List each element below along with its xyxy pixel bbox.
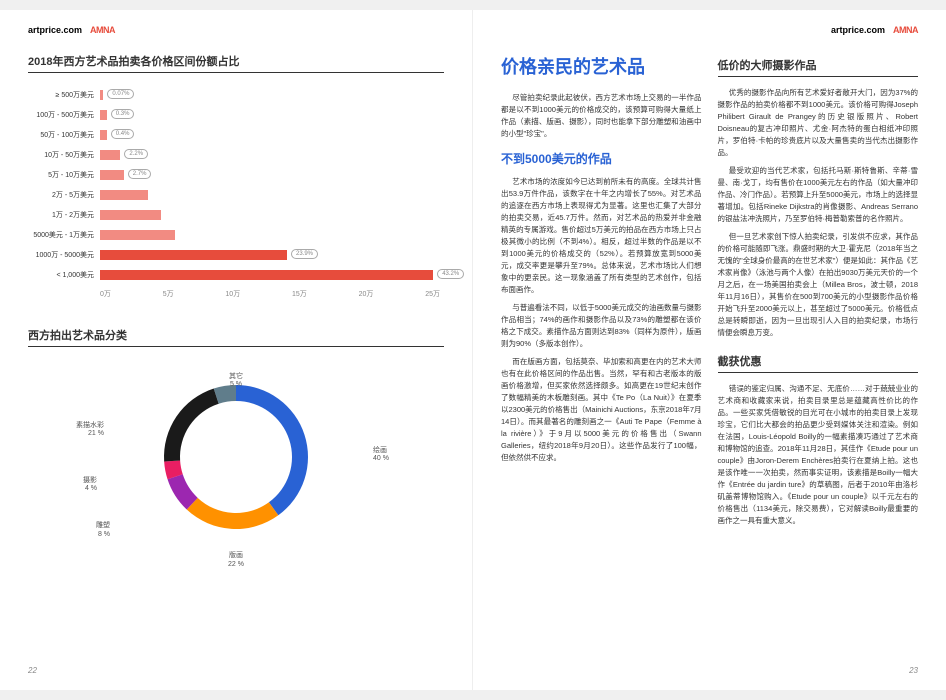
- bar-label: 5万 - 10万美元: [28, 170, 100, 180]
- bar-area: 0.3%: [100, 110, 444, 120]
- bar-badge: 2.2%: [124, 149, 148, 159]
- left-page: artprice.com AMNA 2018年西方艺术品拍卖各价格区间份额占比 …: [0, 10, 473, 690]
- bar-label: 100万 - 500万美元: [28, 110, 100, 120]
- p3: 与普遍看法不同，以低于5000美元成交的油画数量与摄影作品相当；74%的画作和摄…: [501, 302, 702, 350]
- bar: [100, 210, 161, 220]
- right-page: artprice.com AMNA 价格亲民的艺术品 尽管拍卖纪录此起彼伏，西方…: [473, 10, 946, 690]
- bar-badge: 0.07%: [107, 89, 134, 99]
- partner-logo: AMNA: [90, 25, 115, 35]
- bar: [100, 270, 433, 280]
- c2p1: 优秀的摄影作品向所有艺术爱好者敞开大门，因为37%的摄影作品的拍卖价格都不到10…: [718, 87, 919, 159]
- bar-row: 5万 - 10万美元 2.7%: [28, 165, 444, 185]
- bar-row: 2万 - 5万美元: [28, 185, 444, 205]
- header-left: artprice.com AMNA: [28, 25, 444, 35]
- bar-row: < 1,000美元43.2%: [28, 265, 444, 285]
- sub1: 不到5000美元的作品: [501, 150, 702, 170]
- lbl-qi: 其它5 %: [229, 373, 243, 390]
- bar: [100, 190, 148, 200]
- bar-label: 5000美元 - 1万美元: [28, 230, 100, 240]
- bar: [100, 150, 120, 160]
- bar-area: [100, 190, 444, 200]
- donut-slice: [236, 385, 308, 515]
- bar-label: ≥ 500万美元: [28, 90, 100, 100]
- c3-title: 截获优惠: [718, 353, 919, 373]
- page-num-right: 23: [909, 666, 918, 675]
- bar-badge: 2.7%: [128, 169, 152, 179]
- donut-slice: [187, 498, 279, 529]
- bar-area: 0.4%: [100, 130, 444, 140]
- bar-area: 2.7%: [100, 170, 444, 180]
- bar-badge: 43.2%: [437, 269, 464, 279]
- lbl-ban: 版画22 %: [228, 552, 244, 569]
- bar-row: 5000美元 - 1万美元: [28, 225, 444, 245]
- donut-chart: 其它5 % 绘画40 % 版画22 % 雕塑8 % 摄影4 % 素描水彩21 %: [28, 367, 444, 587]
- bar: [100, 110, 107, 120]
- bar: [100, 230, 175, 240]
- bar-label: 2万 - 5万美元: [28, 190, 100, 200]
- main-title: 价格亲民的艺术品: [501, 53, 702, 82]
- bar-area: 43.2%: [100, 270, 444, 280]
- bar-label: 1万 - 2万美元: [28, 210, 100, 220]
- bar-badge: 0.4%: [111, 129, 135, 139]
- bar-badge: 23.9%: [291, 249, 318, 259]
- bar-label: < 1,000美元: [28, 270, 100, 280]
- c3p1: 错误的鉴定归属、沟通不足、无底价……对于兢兢业业的艺术商和收藏家来说，拍卖目录里…: [718, 383, 919, 527]
- bar: [100, 90, 103, 100]
- bar-area: 23.9%: [100, 250, 444, 260]
- bar-row: 1000万 - 5000美元 23.9%: [28, 245, 444, 265]
- col-left: 价格亲民的艺术品 尽管拍卖纪录此起彼伏，西方艺术市场上交易的一半作品都是以不到1…: [501, 53, 702, 527]
- lbl-she: 摄影4 %: [83, 477, 97, 494]
- page-num-left: 22: [28, 666, 37, 675]
- bar-chart-title: 2018年西方艺术品拍卖各价格区间份额占比: [28, 53, 444, 73]
- bar: [100, 130, 107, 140]
- p2: 艺术市场的浓度如今已达到前所未有的高度。全球共计售出53.9万件作品，该数字在十…: [501, 176, 702, 296]
- bar-chart: ≥ 500万美元 0.07% 100万 - 500万美元 0.3% 50万 - 100万…: [28, 85, 444, 299]
- c2p3: 但一旦艺术家创下惊人拍卖纪录，引发供不应求，其作品的价格可能随即飞涨。鼎盛时期的…: [718, 231, 919, 339]
- lbl-su: 素描水彩21 %: [76, 422, 104, 439]
- bar-area: [100, 210, 444, 220]
- p4: 而在版画方面，包括莫奈、毕加索和高更在内的艺术大师也有在此价格区间的作品出售。当…: [501, 356, 702, 464]
- bar-row: 10万 - 50万美元 2.2%: [28, 145, 444, 165]
- bar-row: ≥ 500万美元 0.07%: [28, 85, 444, 105]
- bar: [100, 250, 287, 260]
- col-right: 低价的大师摄影作品 优秀的摄影作品向所有艺术爱好者敞开大门，因为37%的摄影作品…: [718, 53, 919, 527]
- x-axis: 0万5万10万15万20万25万: [100, 289, 440, 299]
- bar-label: 50万 - 100万美元: [28, 130, 100, 140]
- header-right: artprice.com AMNA: [501, 25, 918, 35]
- bar: [100, 170, 124, 180]
- donut-slice: [164, 389, 219, 462]
- bar-row: 50万 - 100万美元 0.4%: [28, 125, 444, 145]
- bar-label: 1000万 - 5000美元: [28, 250, 100, 260]
- bar-row: 100万 - 500万美元 0.3%: [28, 105, 444, 125]
- bar-area: 0.07%: [100, 90, 444, 100]
- lbl-diao: 雕塑8 %: [96, 522, 110, 539]
- bar-badge: 0.3%: [111, 109, 135, 119]
- partner-logo: AMNA: [893, 25, 918, 35]
- donut-title: 西方拍出艺术品分类: [28, 327, 444, 347]
- c2p2: 最受欢迎的当代艺术家，包括托马斯·斯特鲁斯、辛蒂·雪曼、南·戈丁，均有售价在10…: [718, 165, 919, 225]
- bar-area: 2.2%: [100, 150, 444, 160]
- bar-label: 10万 - 50万美元: [28, 150, 100, 160]
- lbl-hua: 绘画40 %: [373, 447, 389, 464]
- bar-area: [100, 230, 444, 240]
- brand: artprice.com: [28, 25, 82, 35]
- c2-title: 低价的大师摄影作品: [718, 57, 919, 77]
- donut-svg: [146, 367, 326, 547]
- p1: 尽管拍卖纪录此起彼伏，西方艺术市场上交易的一半作品都是以不到1000美元的价格成…: [501, 92, 702, 140]
- bar-row: 1万 - 2万美元: [28, 205, 444, 225]
- brand: artprice.com: [831, 25, 885, 35]
